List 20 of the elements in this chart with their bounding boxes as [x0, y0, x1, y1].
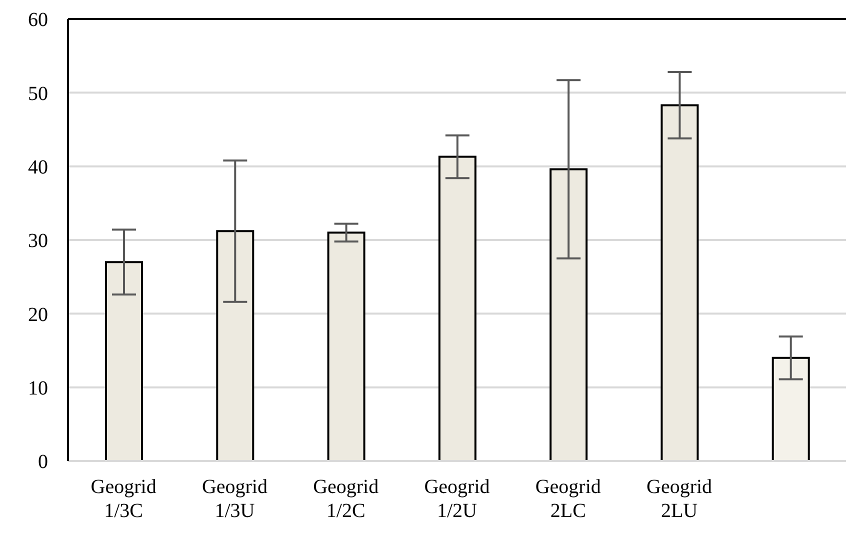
y-tick-label: 0	[38, 451, 48, 474]
y-tick-label: 40	[28, 156, 48, 178]
x-tick-label: Geogrid 1/3U	[202, 476, 268, 522]
x-tick-label: Geogrid 1/2U	[424, 476, 490, 522]
bar	[550, 168, 588, 461]
x-tick-label: Geogrid 2LU	[646, 476, 712, 522]
y-tick-label: 10	[28, 377, 48, 400]
y-tick-label: 60	[28, 9, 48, 32]
bar	[105, 261, 143, 461]
x-tick-label: Geogrid 1/2C	[313, 476, 379, 522]
bar	[216, 230, 254, 461]
y-tick-label: 50	[28, 82, 48, 105]
x-tick-label: Geogrid 1/3C	[90, 476, 156, 522]
bar	[327, 232, 366, 461]
bar	[660, 104, 699, 461]
y-tick-label: 30	[28, 230, 48, 252]
bar	[772, 356, 810, 461]
bar	[438, 156, 476, 461]
y-tick-label: 20	[28, 304, 48, 326]
x-tick-label: Geogrid 2LC	[535, 476, 601, 522]
